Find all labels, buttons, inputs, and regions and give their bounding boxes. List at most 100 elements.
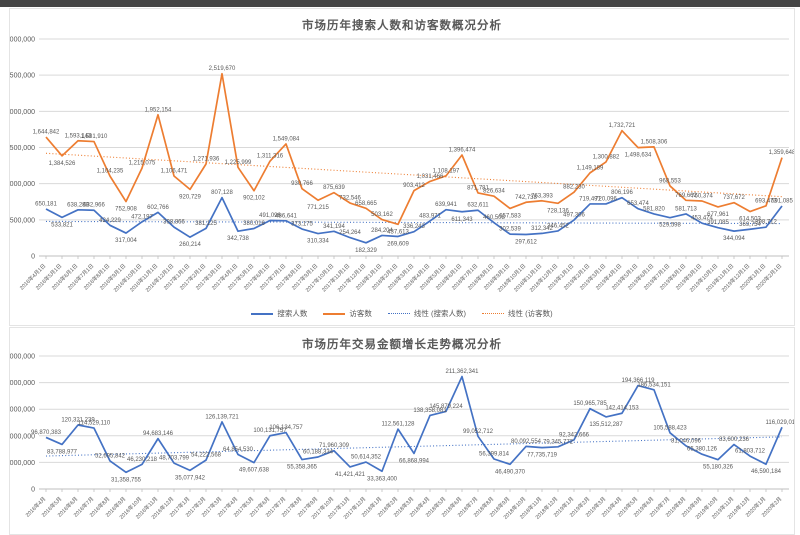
svg-text:1,581,910: 1,581,910 (81, 134, 108, 140)
legend-item-trend-search-users[interactable]: 线性 (搜索人数) (387, 308, 466, 319)
svg-text:186,534,151: 186,534,151 (637, 382, 671, 388)
svg-text:341,194: 341,194 (323, 224, 345, 230)
svg-text:732,546: 732,546 (339, 196, 361, 202)
svg-text:1,271,936: 1,271,936 (193, 156, 220, 162)
svg-text:1,644,842: 1,644,842 (33, 130, 60, 136)
svg-text:398,712: 398,712 (755, 220, 777, 226)
svg-text:871,781: 871,781 (467, 185, 489, 191)
transaction-amount-chart-canvas: 0 50,000,000 100,000,000 150,000,000 200,000… (10, 354, 794, 521)
svg-text:398,866: 398,866 (163, 220, 185, 226)
svg-text:650,181: 650,181 (35, 201, 57, 207)
svg-text:116,029,018: 116,029,018 (766, 420, 794, 426)
svg-text:920,729: 920,729 (179, 194, 201, 200)
legend-item-visitors[interactable]: 访客数 (323, 308, 372, 319)
transaction-amount-chart-panel[interactable]: 市场历年交易金额增长走势概况分析 0 50,000,000 100,000,000 1… (9, 327, 795, 535)
svg-text:200,000,000: 200,000,000 (10, 380, 35, 387)
legend-label: 线性 (搜索人数) (413, 309, 466, 318)
svg-text:145,879,224: 145,879,224 (429, 404, 463, 410)
svg-text:737,672: 737,672 (723, 195, 745, 201)
chart-title-transaction-amount: 市场历年交易金额增长走势概况分析 (302, 339, 502, 351)
svg-text:55,358,365: 55,358,365 (287, 465, 318, 471)
svg-text:486,641: 486,641 (275, 213, 297, 219)
svg-text:41,421,421: 41,421,421 (335, 472, 366, 478)
svg-text:742,738: 742,738 (515, 195, 537, 201)
svg-text:2,500,000: 2,500,000 (10, 73, 35, 80)
svg-text:529,598: 529,598 (659, 223, 681, 229)
svg-text:50,614,352: 50,614,352 (351, 455, 382, 461)
legend-line-sample-visitors (323, 312, 346, 315)
svg-text:1,300,882: 1,300,882 (593, 154, 620, 160)
svg-text:182,329: 182,329 (355, 248, 377, 254)
svg-text:99,052,712: 99,052,712 (463, 429, 494, 435)
svg-text:1,732,721: 1,732,721 (609, 123, 636, 129)
svg-text:903,412: 903,412 (403, 183, 425, 189)
svg-text:373,175: 373,175 (291, 222, 313, 228)
svg-text:71,960,309: 71,960,309 (319, 443, 350, 449)
svg-text:1,500,000: 1,500,000 (10, 145, 35, 152)
svg-text:1,000,000: 1,000,000 (10, 181, 35, 188)
svg-text:344,094: 344,094 (723, 236, 745, 242)
svg-text:1,549,084: 1,549,084 (273, 136, 300, 142)
legend-line-sample-trend-visitors (482, 313, 504, 314)
svg-text:1,593,143: 1,593,143 (65, 133, 92, 139)
legend-line-sample-search-users (251, 312, 274, 315)
svg-text:302,539: 302,539 (499, 227, 521, 233)
svg-text:437,613: 437,613 (387, 229, 409, 235)
legend-item-trend-visitors[interactable]: 线性 (访客数) (482, 308, 553, 319)
svg-text:142,414,153: 142,414,153 (605, 406, 639, 412)
svg-text:693,473: 693,473 (755, 198, 777, 204)
svg-text:1,396,474: 1,396,474 (449, 147, 476, 153)
legend-label: 搜索人数 (277, 309, 308, 318)
svg-text:1,952,154: 1,952,154 (145, 107, 172, 113)
svg-text:120,321,239: 120,321,239 (61, 417, 95, 423)
svg-text:135,512,287: 135,512,287 (589, 422, 623, 428)
svg-text:194,366,119: 194,366,119 (622, 378, 656, 384)
svg-text:106,134,757: 106,134,757 (269, 425, 303, 431)
svg-text:902,102: 902,102 (243, 196, 265, 202)
svg-text:297,612: 297,612 (515, 239, 537, 245)
chart-title-search-visitors: 市场历年搜索人数和访客数概况分析 (302, 20, 502, 32)
svg-text:497,306: 497,306 (563, 213, 585, 219)
svg-text:100,131,757: 100,131,757 (253, 428, 287, 434)
svg-text:31,358,755: 31,358,755 (111, 477, 142, 483)
svg-text:453,474: 453,474 (691, 216, 713, 222)
svg-text:719,491: 719,491 (579, 196, 601, 202)
svg-text:3,000,000: 3,000,000 (10, 37, 35, 44)
svg-text:49,607,638: 49,607,638 (239, 468, 270, 474)
svg-text:54,222,568: 54,222,568 (191, 453, 222, 459)
svg-text:1,508,306: 1,508,306 (641, 139, 668, 145)
chart-legend: 搜索人数 访客数 线性 (搜索人数) 线性 (访客数) (10, 308, 794, 319)
svg-text:96,870,383: 96,870,383 (31, 430, 62, 436)
svg-text:79,345,772: 79,345,772 (543, 439, 574, 445)
svg-text:56,399,814: 56,399,814 (479, 451, 510, 457)
svg-text:52,695,842: 52,695,842 (95, 453, 126, 459)
svg-text:65,380,126: 65,380,126 (687, 447, 718, 453)
svg-text:752,908: 752,908 (115, 207, 137, 213)
svg-text:1,031,466: 1,031,466 (417, 174, 444, 180)
svg-text:1,215,075: 1,215,075 (129, 161, 156, 167)
svg-text:1,225,999: 1,225,999 (225, 160, 252, 166)
svg-text:1,311,316: 1,311,316 (257, 154, 284, 160)
svg-text:632,611: 632,611 (467, 203, 489, 209)
svg-text:112,561,128: 112,561,128 (382, 422, 416, 428)
svg-text:83,788,977: 83,788,977 (47, 449, 78, 455)
svg-text:763,393: 763,393 (531, 193, 553, 199)
svg-text:114,529,110: 114,529,110 (78, 421, 111, 427)
svg-text:632,966: 632,966 (83, 203, 105, 209)
svg-text:260,214: 260,214 (179, 242, 201, 248)
svg-text:771,215: 771,215 (307, 205, 329, 211)
svg-text:77,735,719: 77,735,719 (527, 453, 558, 459)
svg-text:1,108,197: 1,108,197 (433, 168, 460, 174)
svg-text:380,016: 380,016 (243, 221, 265, 227)
svg-text:381,125: 381,125 (195, 221, 217, 227)
svg-text:2,000,000: 2,000,000 (10, 109, 35, 116)
svg-text:46,590,184: 46,590,184 (751, 469, 782, 475)
legend-item-search-users[interactable]: 搜索人数 (251, 308, 307, 319)
svg-text:284,204: 284,204 (371, 228, 393, 234)
search-visitor-chart-panel[interactable]: 市场历年搜索人数和访客数概况分析 0 500,000 1,000,000 1,500,… (9, 8, 795, 326)
svg-text:0: 0 (31, 254, 35, 261)
svg-text:500,000: 500,000 (10, 217, 35, 224)
svg-text:1,104,235: 1,104,235 (97, 169, 124, 175)
svg-text:1,359,648: 1,359,648 (769, 150, 794, 156)
